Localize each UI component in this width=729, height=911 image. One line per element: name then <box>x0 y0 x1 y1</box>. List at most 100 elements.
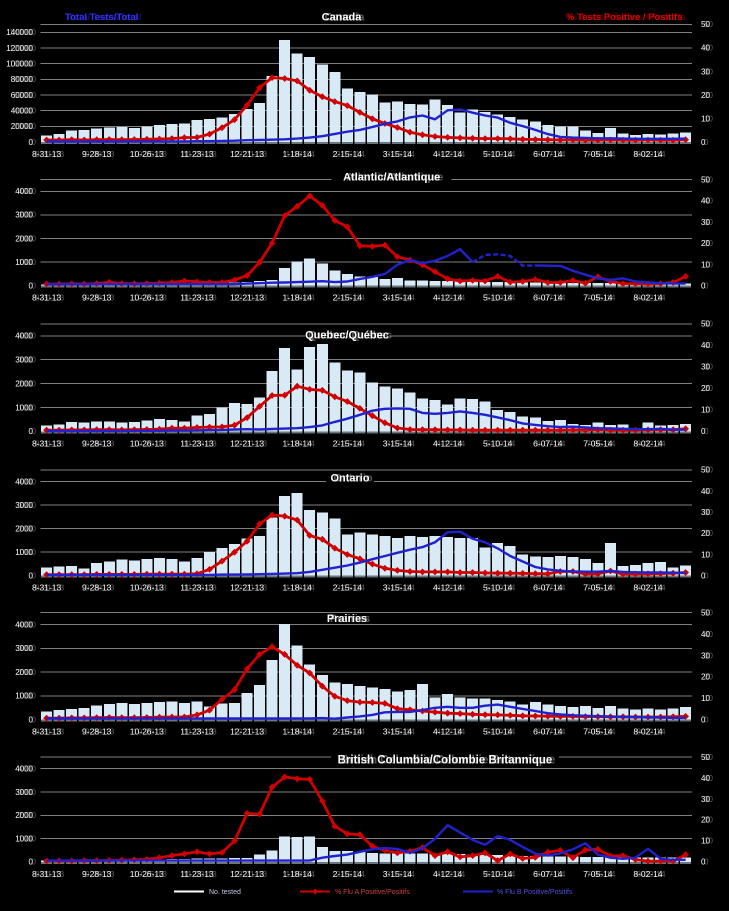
svg-text:10: 10 <box>701 114 710 123</box>
svg-text:0: 0 <box>29 427 34 436</box>
svg-text:Canada: Canada <box>322 12 363 24</box>
svg-text:4000: 4000 <box>18 187 36 196</box>
svg-text:0: 0 <box>704 572 709 581</box>
svg-text:60000: 60000 <box>11 91 34 100</box>
svg-text:50: 50 <box>701 609 710 618</box>
svg-text:0: 0 <box>32 138 37 147</box>
svg-text:8-02-14: 8-02-14 <box>636 869 666 879</box>
svg-text:4-12-14: 4-12-14 <box>433 438 463 448</box>
svg-text:6-07-14: 6-07-14 <box>536 727 566 737</box>
svg-text:5-10-14: 5-10-14 <box>483 727 513 737</box>
svg-text:8-02-14: 8-02-14 <box>633 727 663 737</box>
svg-text:1000: 1000 <box>15 548 33 557</box>
svg-text:Total Tests/Total: Total Tests/Total <box>65 12 138 23</box>
svg-text:60000: 60000 <box>14 91 37 100</box>
svg-text:40000: 40000 <box>11 107 34 116</box>
svg-text:2000: 2000 <box>15 668 33 677</box>
svg-text:3000: 3000 <box>15 356 33 365</box>
svg-text:8-02-14: 8-02-14 <box>636 583 666 593</box>
svg-text:40: 40 <box>704 774 713 783</box>
svg-text:% Flu A Positive/Positifs: % Flu A Positive/Positifs <box>335 889 410 896</box>
svg-text:5-10-14: 5-10-14 <box>486 149 516 159</box>
svg-text:6-07-14: 6-07-14 <box>533 149 563 159</box>
svg-text:1000: 1000 <box>15 258 33 267</box>
svg-text:1000: 1000 <box>18 258 36 267</box>
svg-text:No. tested: No. tested <box>209 889 241 896</box>
svg-text:4-12-14: 4-12-14 <box>436 869 466 879</box>
svg-text:3-15-14: 3-15-14 <box>386 869 416 879</box>
svg-text:3000: 3000 <box>18 788 36 797</box>
svg-text:1000: 1000 <box>15 692 33 701</box>
svg-text:5-10-14: 5-10-14 <box>486 438 516 448</box>
svg-text:9-28-13: 9-28-13 <box>85 438 115 448</box>
svg-text:8-31-13: 8-31-13 <box>35 583 65 593</box>
svg-text:8-31-13: 8-31-13 <box>32 583 62 593</box>
svg-text:8-02-14: 8-02-14 <box>636 438 666 448</box>
svg-text:9-28-13: 9-28-13 <box>85 149 115 159</box>
svg-text:3000: 3000 <box>15 211 33 220</box>
svg-text:120000: 120000 <box>6 44 33 53</box>
svg-text:11-23-13: 11-23-13 <box>183 583 217 593</box>
svg-text:Ontario: Ontario <box>330 473 369 485</box>
svg-text:5-10-14: 5-10-14 <box>483 438 513 448</box>
svg-text:10-26-13: 10-26-13 <box>133 293 167 303</box>
svg-text:10-26-13: 10-26-13 <box>130 869 164 879</box>
svg-text:2000: 2000 <box>18 379 36 388</box>
svg-text:80000: 80000 <box>14 75 37 84</box>
svg-text:2-15-14: 2-15-14 <box>336 727 366 737</box>
svg-text:4-12-14: 4-12-14 <box>433 869 463 879</box>
svg-text:0: 0 <box>32 715 37 724</box>
svg-text:5-10-14: 5-10-14 <box>483 869 513 879</box>
svg-text:10-26-13: 10-26-13 <box>133 727 167 737</box>
svg-text:20: 20 <box>701 816 710 825</box>
svg-text:11-23-13: 11-23-13 <box>180 149 214 159</box>
svg-text:4-12-14: 4-12-14 <box>433 583 463 593</box>
svg-text:2-15-14: 2-15-14 <box>333 438 363 448</box>
svg-text:30: 30 <box>701 218 710 227</box>
svg-text:20: 20 <box>704 91 713 100</box>
svg-text:50: 50 <box>701 466 710 475</box>
svg-text:12-21-13: 12-21-13 <box>233 869 267 879</box>
svg-text:1000: 1000 <box>18 403 36 412</box>
svg-text:8-31-13: 8-31-13 <box>35 438 65 448</box>
svg-text:2000: 2000 <box>15 525 33 534</box>
svg-text:8-31-13: 8-31-13 <box>35 293 65 303</box>
svg-text:30: 30 <box>704 363 713 372</box>
svg-text:4000: 4000 <box>15 620 33 629</box>
svg-text:7-05-14: 7-05-14 <box>583 149 613 159</box>
svg-text:20: 20 <box>704 239 713 248</box>
svg-text:9-28-13: 9-28-13 <box>85 869 115 879</box>
svg-text:6-07-14: 6-07-14 <box>536 438 566 448</box>
svg-text:British Columbia/Colombie Brit: British Columbia/Colombie Britannique <box>338 755 553 767</box>
svg-text:1000: 1000 <box>15 834 33 843</box>
svg-text:2-15-14: 2-15-14 <box>333 293 363 303</box>
svg-text:11-23-13: 11-23-13 <box>180 727 214 737</box>
svg-text:1000: 1000 <box>15 403 33 412</box>
svg-text:8-31-13: 8-31-13 <box>35 727 65 737</box>
svg-text:0: 0 <box>701 858 706 867</box>
svg-text:0: 0 <box>29 858 34 867</box>
svg-text:2-15-14: 2-15-14 <box>336 869 366 879</box>
svg-text:7-05-14: 7-05-14 <box>583 293 613 303</box>
svg-text:0: 0 <box>701 427 706 436</box>
svg-text:11-23-13: 11-23-13 <box>183 293 217 303</box>
svg-text:4-12-14: 4-12-14 <box>436 438 466 448</box>
svg-text:6-07-14: 6-07-14 <box>536 293 566 303</box>
svg-text:20: 20 <box>704 816 713 825</box>
svg-text:2-15-14: 2-15-14 <box>333 869 363 879</box>
svg-text:12-21-13: 12-21-13 <box>230 293 264 303</box>
svg-text:0: 0 <box>32 572 37 581</box>
svg-text:0: 0 <box>704 282 709 291</box>
svg-text:Atlantic/Atlantique: Atlantic/Atlantique <box>343 172 440 184</box>
svg-text:0: 0 <box>32 282 37 291</box>
svg-text:10-26-13: 10-26-13 <box>130 149 164 159</box>
svg-text:12-21-13: 12-21-13 <box>233 293 267 303</box>
svg-text:2-15-14: 2-15-14 <box>333 149 363 159</box>
svg-text:9-28-13: 9-28-13 <box>82 293 112 303</box>
svg-text:4-12-14: 4-12-14 <box>436 583 466 593</box>
svg-text:6-07-14: 6-07-14 <box>533 869 563 879</box>
svg-text:7-05-14: 7-05-14 <box>586 869 616 879</box>
svg-text:8-02-14: 8-02-14 <box>633 293 663 303</box>
svg-text:3-15-14: 3-15-14 <box>386 727 416 737</box>
svg-text:10: 10 <box>701 406 710 415</box>
